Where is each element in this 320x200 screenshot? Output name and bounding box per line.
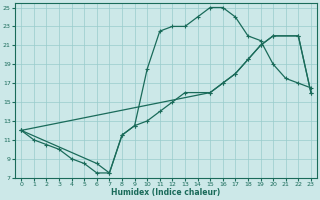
X-axis label: Humidex (Indice chaleur): Humidex (Indice chaleur) [111, 188, 221, 197]
